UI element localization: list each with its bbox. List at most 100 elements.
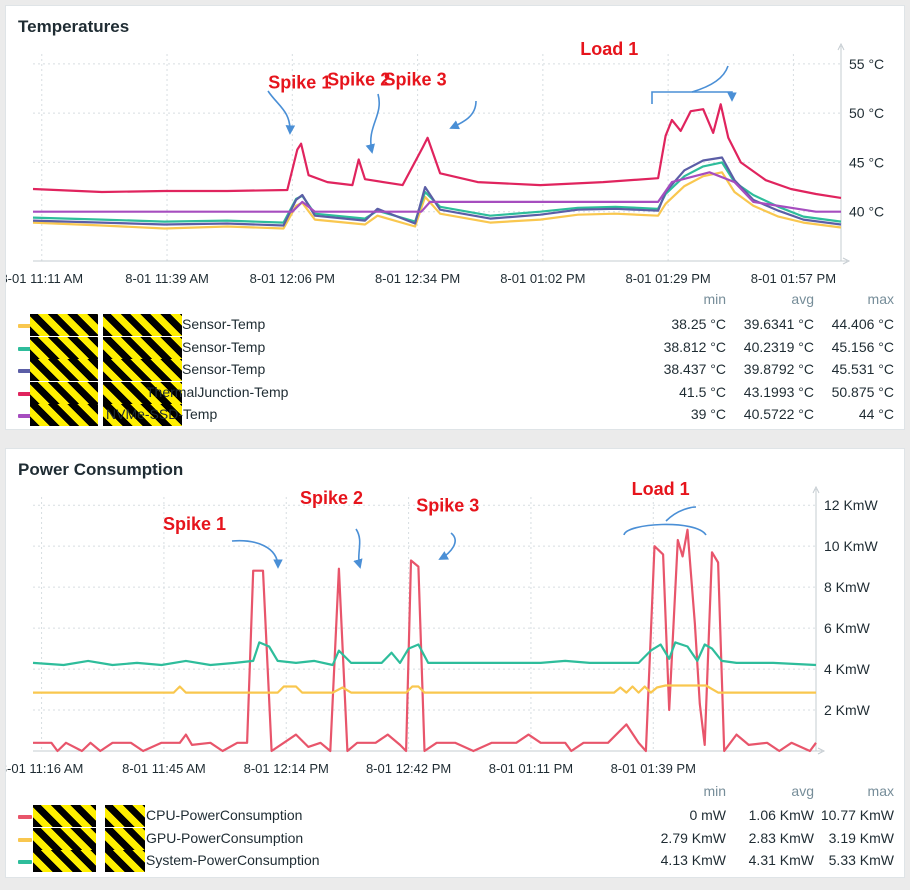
legend-header-avg: avg — [791, 783, 814, 799]
legend-header-avg: avg — [791, 291, 814, 307]
legend-color-swatch — [18, 346, 32, 351]
y-axis-arrow — [812, 485, 820, 494]
annotation-label: Spike 3 — [384, 70, 447, 90]
legend-series-name: NVMe-SSD-Temp — [106, 406, 218, 423]
legend-row[interactable]: Sensor-Temp 38.437 °C 39.8792 °C 45.531 °C — [6, 359, 906, 382]
x-axis-arrow — [817, 747, 826, 755]
x-tick-label: 8-01 01:57 PM — [751, 271, 836, 286]
x-tick-label: 8-01 01:29 PM — [625, 271, 710, 286]
x-tick-label: 8-01 12:06 PM — [250, 271, 335, 286]
legend-value-max: 45.531 °C — [831, 361, 894, 378]
annotation-arrow — [438, 532, 456, 560]
legend-color-swatch — [18, 860, 32, 865]
series-line[interactable] — [32, 641, 817, 667]
y-tick-label: 12 KmW — [824, 497, 878, 513]
legend-series-name: Sensor-Temp — [182, 361, 266, 378]
x-tick-label: 8-01 01:02 PM — [500, 271, 585, 286]
redaction-block — [103, 336, 182, 359]
annotation-label: Spike 1 — [163, 514, 226, 534]
legend-value-min: 41.5 °C — [679, 383, 726, 400]
series-line[interactable] — [32, 156, 842, 227]
legend-header-min: min — [703, 783, 726, 799]
series-line[interactable] — [33, 171, 841, 213]
x-tick-label: 8-01 11:39 AM — [125, 271, 209, 286]
annotation-arrow — [665, 506, 697, 522]
redaction-block — [105, 827, 145, 850]
temperatures-chart[interactable]: 55 °C 50 °C 45 °C 40 °C 8-01 11:11 AM 8-01 11… — [6, 6, 906, 296]
y-tick-label: 50 °C — [849, 105, 884, 121]
legend-value-min: 0 mW — [689, 807, 726, 823]
redaction-block — [30, 359, 98, 382]
annotation-label: Spike 3 — [416, 495, 479, 515]
redaction-block — [33, 850, 96, 873]
legend-value-avg: 1.06 KmW — [748, 807, 814, 823]
legend-value-max: 45.156 °C — [831, 338, 894, 355]
legend-header-max: max — [867, 291, 894, 307]
redaction-block — [105, 850, 145, 873]
legend-value-min: 38.437 °C — [663, 361, 726, 378]
legend-value-min: 4.13 KmW — [660, 852, 726, 869]
y-tick-label: 8 KmW — [824, 579, 871, 595]
legend-value-avg: 4.31 KmW — [748, 852, 814, 869]
redaction-block — [33, 805, 96, 827]
redaction-block — [103, 314, 182, 336]
redaction-block — [103, 359, 182, 382]
annotation-arrow — [651, 91, 737, 104]
series-line[interactable] — [33, 528, 817, 753]
annotation-arrow — [231, 539, 283, 569]
redaction-block — [30, 336, 98, 359]
temperatures-legend: min avg max Sensor-Temp 38.25 °C 39.6341 °C 44… — [6, 291, 906, 428]
y-tick-label: 55 °C — [849, 56, 884, 72]
annotation-label: Spike 1 — [268, 73, 331, 93]
x-tick-label: 8-01 12:42 PM — [366, 761, 451, 776]
redaction-block — [30, 381, 98, 404]
legend-header-min: min — [703, 291, 726, 307]
legend-row[interactable]: GPU-PowerConsumption 2.79 KmW 2.83 KmW 3.19… — [6, 827, 906, 850]
legend-row[interactable]: Sensor-Temp 38.25 °C 39.6341 °C 44.406 °C — [6, 314, 906, 336]
x-tick-label: 8-01 11:11 AM — [6, 271, 83, 286]
legend-row[interactable]: Sensor-Temp 38.812 °C 40.2319 °C 45.156 °C — [6, 336, 906, 359]
annotation-label: Load 1 — [632, 479, 690, 499]
annotation-label: Spike 2 — [327, 70, 390, 90]
redaction-block — [33, 827, 96, 850]
annotation-arrow — [267, 90, 296, 135]
annotation-arrow — [365, 93, 380, 154]
legend-color-swatch — [18, 414, 32, 419]
series-line[interactable] — [32, 161, 842, 224]
legend-value-min: 38.25 °C — [671, 316, 726, 332]
x-tick-label: 8-01 11:16 AM — [6, 761, 83, 776]
legend-row[interactable]: CPU-PowerConsumption 0 mW 1.06 KmW 10.77 Km… — [6, 805, 906, 827]
y-axis-arrow — [837, 42, 845, 51]
x-tick-label: 8-01 11:45 AM — [122, 761, 206, 776]
redaction-block — [103, 381, 182, 404]
annotation-arrow — [691, 65, 729, 93]
y-tick-label: 40 °C — [849, 204, 884, 220]
legend-value-max: 10.77 KmW — [820, 807, 894, 823]
legend-row[interactable]: System-PowerConsumption 4.13 KmW 4.31 KmW 5… — [6, 850, 906, 873]
legend-value-min: 38.812 °C — [663, 338, 726, 355]
temperatures-panel: Temperatures 55 °C 50 °C 45 °C 40 °C 8-01 11… — [5, 5, 905, 430]
y-tick-label: 45 °C — [849, 154, 884, 170]
legend-value-max: 3.19 KmW — [828, 829, 894, 846]
legend-row[interactable]: NVMe-SSD-Temp 39 °C 40.5722 °C 44 °C — [6, 404, 906, 427]
legend-color-swatch — [18, 369, 32, 374]
series-line[interactable] — [33, 684, 816, 694]
power-consumption-chart[interactable]: 12 KmW 10 KmW 8 KmW 6 KmW 4 KmW 2 KmW 8-01 11:… — [6, 449, 906, 779]
series-line[interactable] — [32, 103, 842, 199]
x-tick-label: 8-01 12:14 PM — [244, 761, 329, 776]
redaction-block — [30, 314, 98, 336]
grid-lines — [33, 497, 816, 751]
redaction-block — [105, 805, 145, 827]
annotation-label: Spike 2 — [300, 488, 363, 508]
legend-series-name: System-PowerConsumption — [146, 852, 320, 869]
legend-series-name: CPU-PowerConsumption — [146, 807, 303, 823]
legend-value-avg: 39.6341 °C — [743, 316, 814, 332]
annotation-arrow — [353, 528, 363, 569]
legend-value-max: 5.33 KmW — [828, 852, 894, 869]
redaction-block — [103, 404, 182, 427]
series-line[interactable] — [32, 171, 842, 230]
legend-series-name: GPU-PowerConsumption — [146, 829, 304, 846]
power-consumption-panel: Power Consumption 12 KmW 10 KmW 8 KmW 6 KmW… — [5, 448, 905, 878]
legend-color-swatch — [18, 815, 32, 819]
legend-row[interactable]: ThermalJunction-Temp 41.5 °C 43.1993 °C 50.… — [6, 381, 906, 404]
